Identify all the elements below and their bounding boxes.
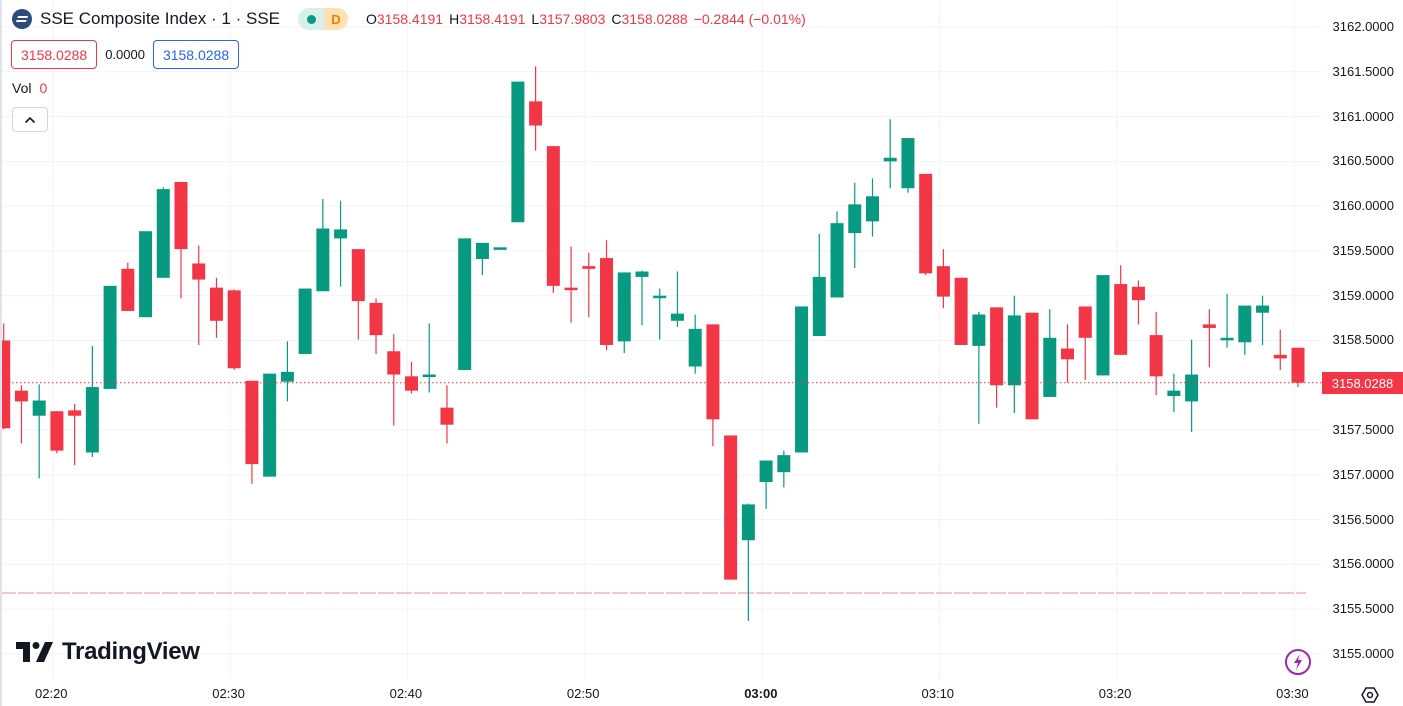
price-axis-label: 3161.5000: [1332, 63, 1394, 79]
delayed-badge: D: [324, 8, 348, 30]
price-axis-label: 3161.0000: [1332, 108, 1394, 124]
buy-button[interactable]: 3158.0288: [152, 40, 240, 69]
price-axis-label: 3156.5000: [1332, 511, 1394, 527]
time-axis-label: 02:50: [566, 686, 600, 701]
trade-row: 3158.0288 0.0000 3158.0288: [11, 40, 240, 69]
time-axis-label: 03:20: [1098, 686, 1132, 701]
collapse-legend-button[interactable]: [12, 107, 48, 132]
price-axis-label: 3159.0000: [1332, 287, 1394, 303]
chart-grid: [0, 0, 1322, 680]
time-axis-label: 02:30: [212, 686, 245, 701]
sell-button[interactable]: 3158.0288: [11, 40, 98, 69]
price-axis-label: 3155.5000: [1332, 601, 1394, 617]
ohlc-values: O3158.4191 H3158.4191 L3157.9803 C3158.0…: [366, 11, 806, 27]
market-open-dot-icon: [306, 14, 316, 24]
price-axis-label: 3157.5000: [1332, 422, 1394, 438]
open-value: 3158.4191: [376, 11, 444, 27]
tradingview-logo[interactable]: TradingView: [16, 638, 200, 666]
symbol-title[interactable]: SSE Composite Index · 1 · SSE: [40, 9, 280, 28]
last-price-tag: 3158.0288: [1322, 372, 1403, 394]
price-axis-label: 3162.0000: [1332, 19, 1394, 34]
market-status-badge[interactable]: D: [298, 8, 348, 30]
time-axis-label: 02:20: [35, 686, 68, 701]
volume-value: 0: [39, 80, 48, 96]
volume-legend: Vol 0: [12, 80, 47, 96]
price-axis-label: 3160.0000: [1332, 198, 1394, 214]
time-axis-label: 03:10: [921, 686, 955, 701]
time-axis-label: 03:30: [1276, 686, 1309, 701]
candles: [0, 66, 1305, 621]
price-axis-label: 3159.5000: [1332, 242, 1394, 258]
open-label: O: [366, 11, 377, 27]
volume-label[interactable]: Vol: [12, 80, 32, 96]
price-axis-label: 3156.0000: [1332, 556, 1394, 572]
spread-value: 0.0000: [105, 47, 145, 62]
time-axis-label: 02:40: [389, 686, 423, 701]
price-change: −0.2844 (−0.01%): [693, 11, 806, 27]
low-label: L: [531, 11, 540, 27]
settings-hexagon-icon[interactable]: [1361, 686, 1379, 704]
price-axis-label: 3160.5000: [1332, 153, 1394, 169]
chevron-up-icon: [24, 116, 36, 123]
high-value: 3158.4191: [459, 11, 526, 27]
high-label: H: [449, 11, 460, 27]
price-axis-label: 3157.0000: [1332, 466, 1394, 482]
chart-legend: SSE Composite Index · 1 · SSE D O3158.41…: [12, 8, 806, 30]
price-axis-label: 3155.0000: [1332, 645, 1394, 661]
lightning-icon[interactable]: [1285, 649, 1311, 675]
low-value: 3157.9803: [539, 11, 606, 27]
time-axis-label: 03:00: [744, 686, 778, 701]
price-axis-label: 3158.5000: [1332, 332, 1394, 348]
close-value: 3158.0288: [621, 11, 688, 27]
tradingview-wordmark: TradingView: [62, 638, 200, 665]
symbol-logo-icon: [12, 9, 32, 29]
tradingview-mark-icon: [16, 642, 53, 662]
close-label: C: [611, 11, 622, 27]
